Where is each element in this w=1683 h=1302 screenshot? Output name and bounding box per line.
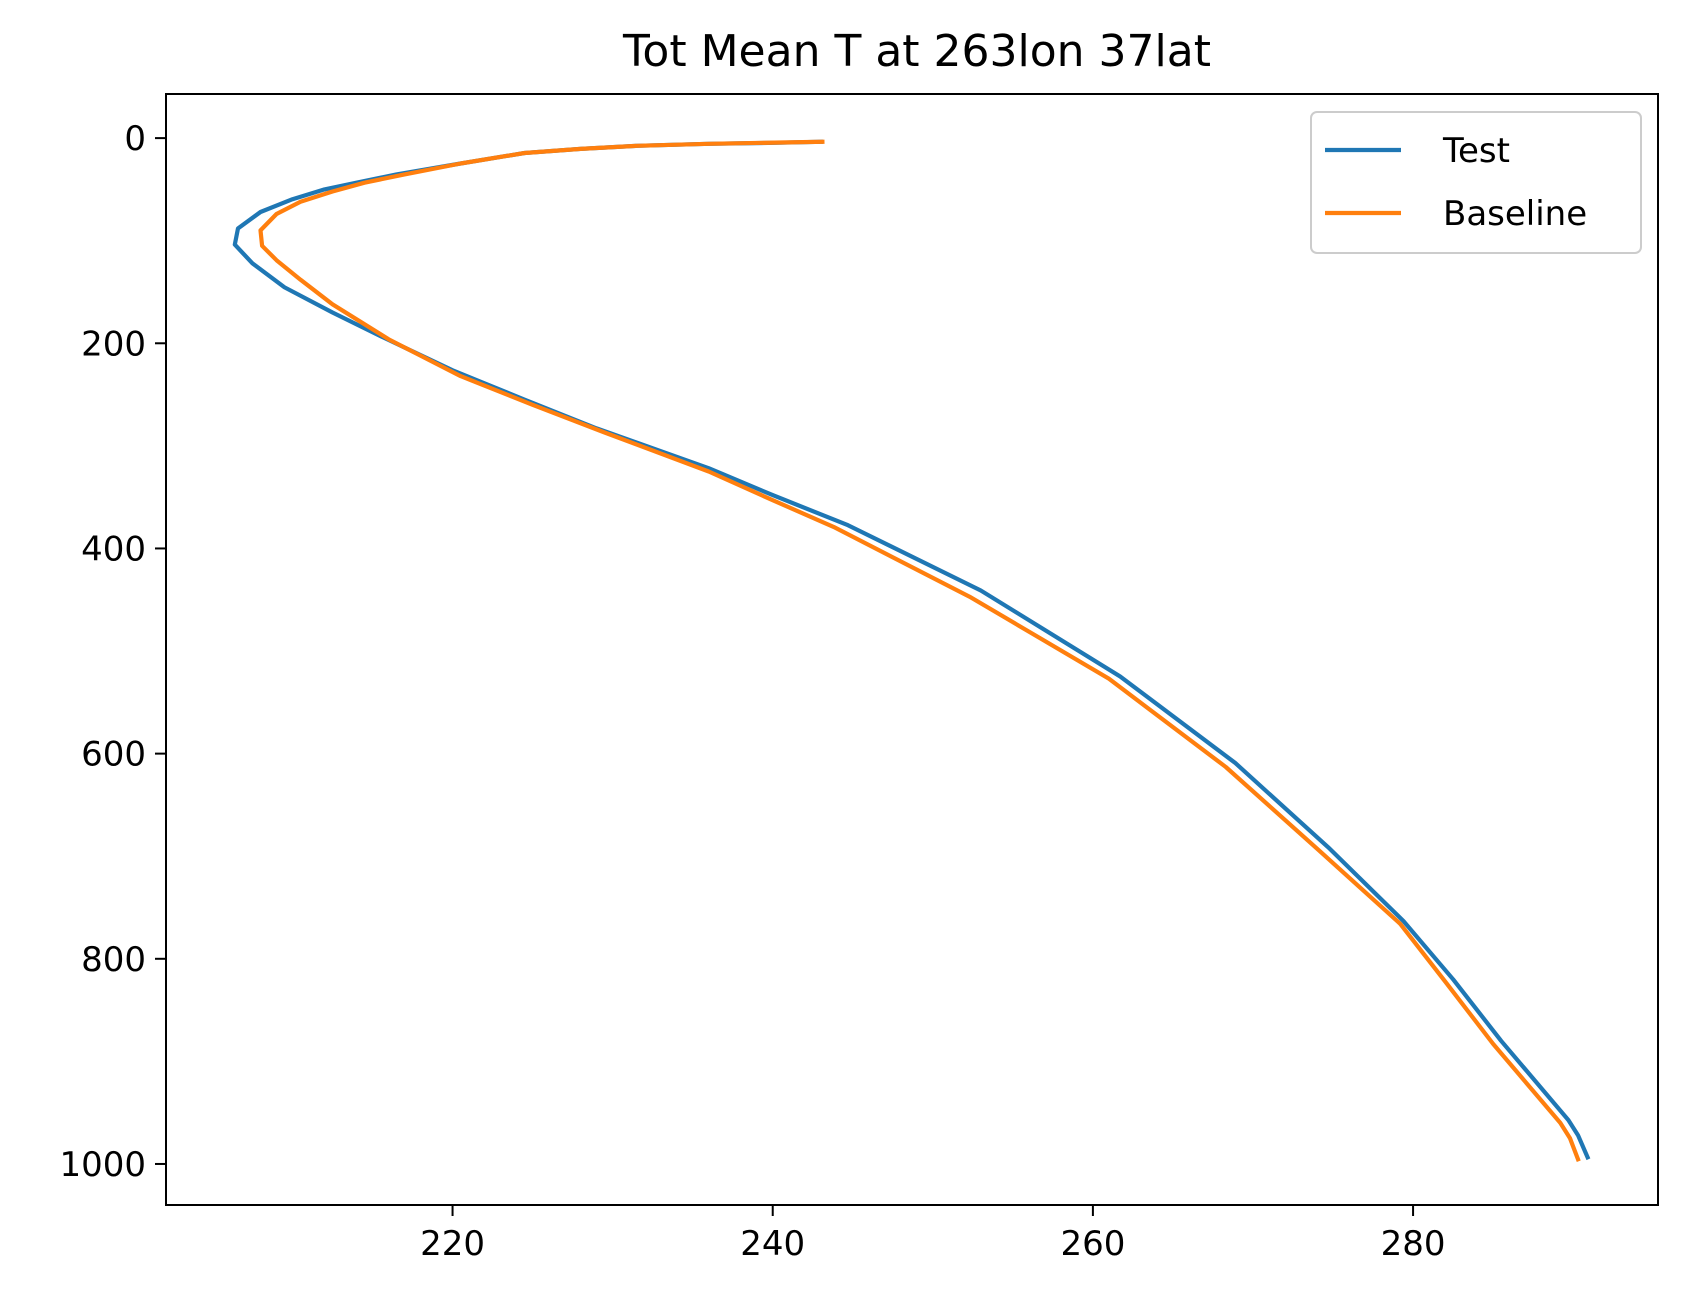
x-tick-label: 260: [1060, 1224, 1125, 1264]
x-tick-label: 240: [740, 1224, 805, 1264]
legend: Test Baseline: [1310, 111, 1642, 254]
series-group: [232, 139, 1591, 1163]
axes-frame: [165, 93, 1659, 1206]
x-axis: 220 240 260 280: [420, 1205, 1446, 1264]
legend-label-test: Test: [1442, 131, 1510, 171]
y-tick-label: 800: [81, 940, 146, 980]
y-tick-label: 600: [81, 735, 146, 775]
series-line-baseline: [258, 139, 1581, 1163]
legend-label-baseline: Baseline: [1443, 194, 1587, 234]
legend-box: [1310, 111, 1642, 254]
y-tick-label: 400: [81, 529, 146, 569]
x-tick-label: 280: [1381, 1224, 1446, 1264]
y-tick-label: 1000: [59, 1145, 146, 1185]
y-tick-label: 200: [81, 324, 146, 364]
y-tick-label: 0: [124, 119, 146, 159]
series-line-test: [232, 139, 1591, 1161]
plot-area: [165, 93, 1659, 1206]
chart-title: Tot Mean T at 263lon 37lat: [622, 26, 1211, 77]
x-tick-label: 220: [420, 1224, 485, 1264]
y-axis: 0 200 400 600 800 1000: [59, 119, 166, 1185]
